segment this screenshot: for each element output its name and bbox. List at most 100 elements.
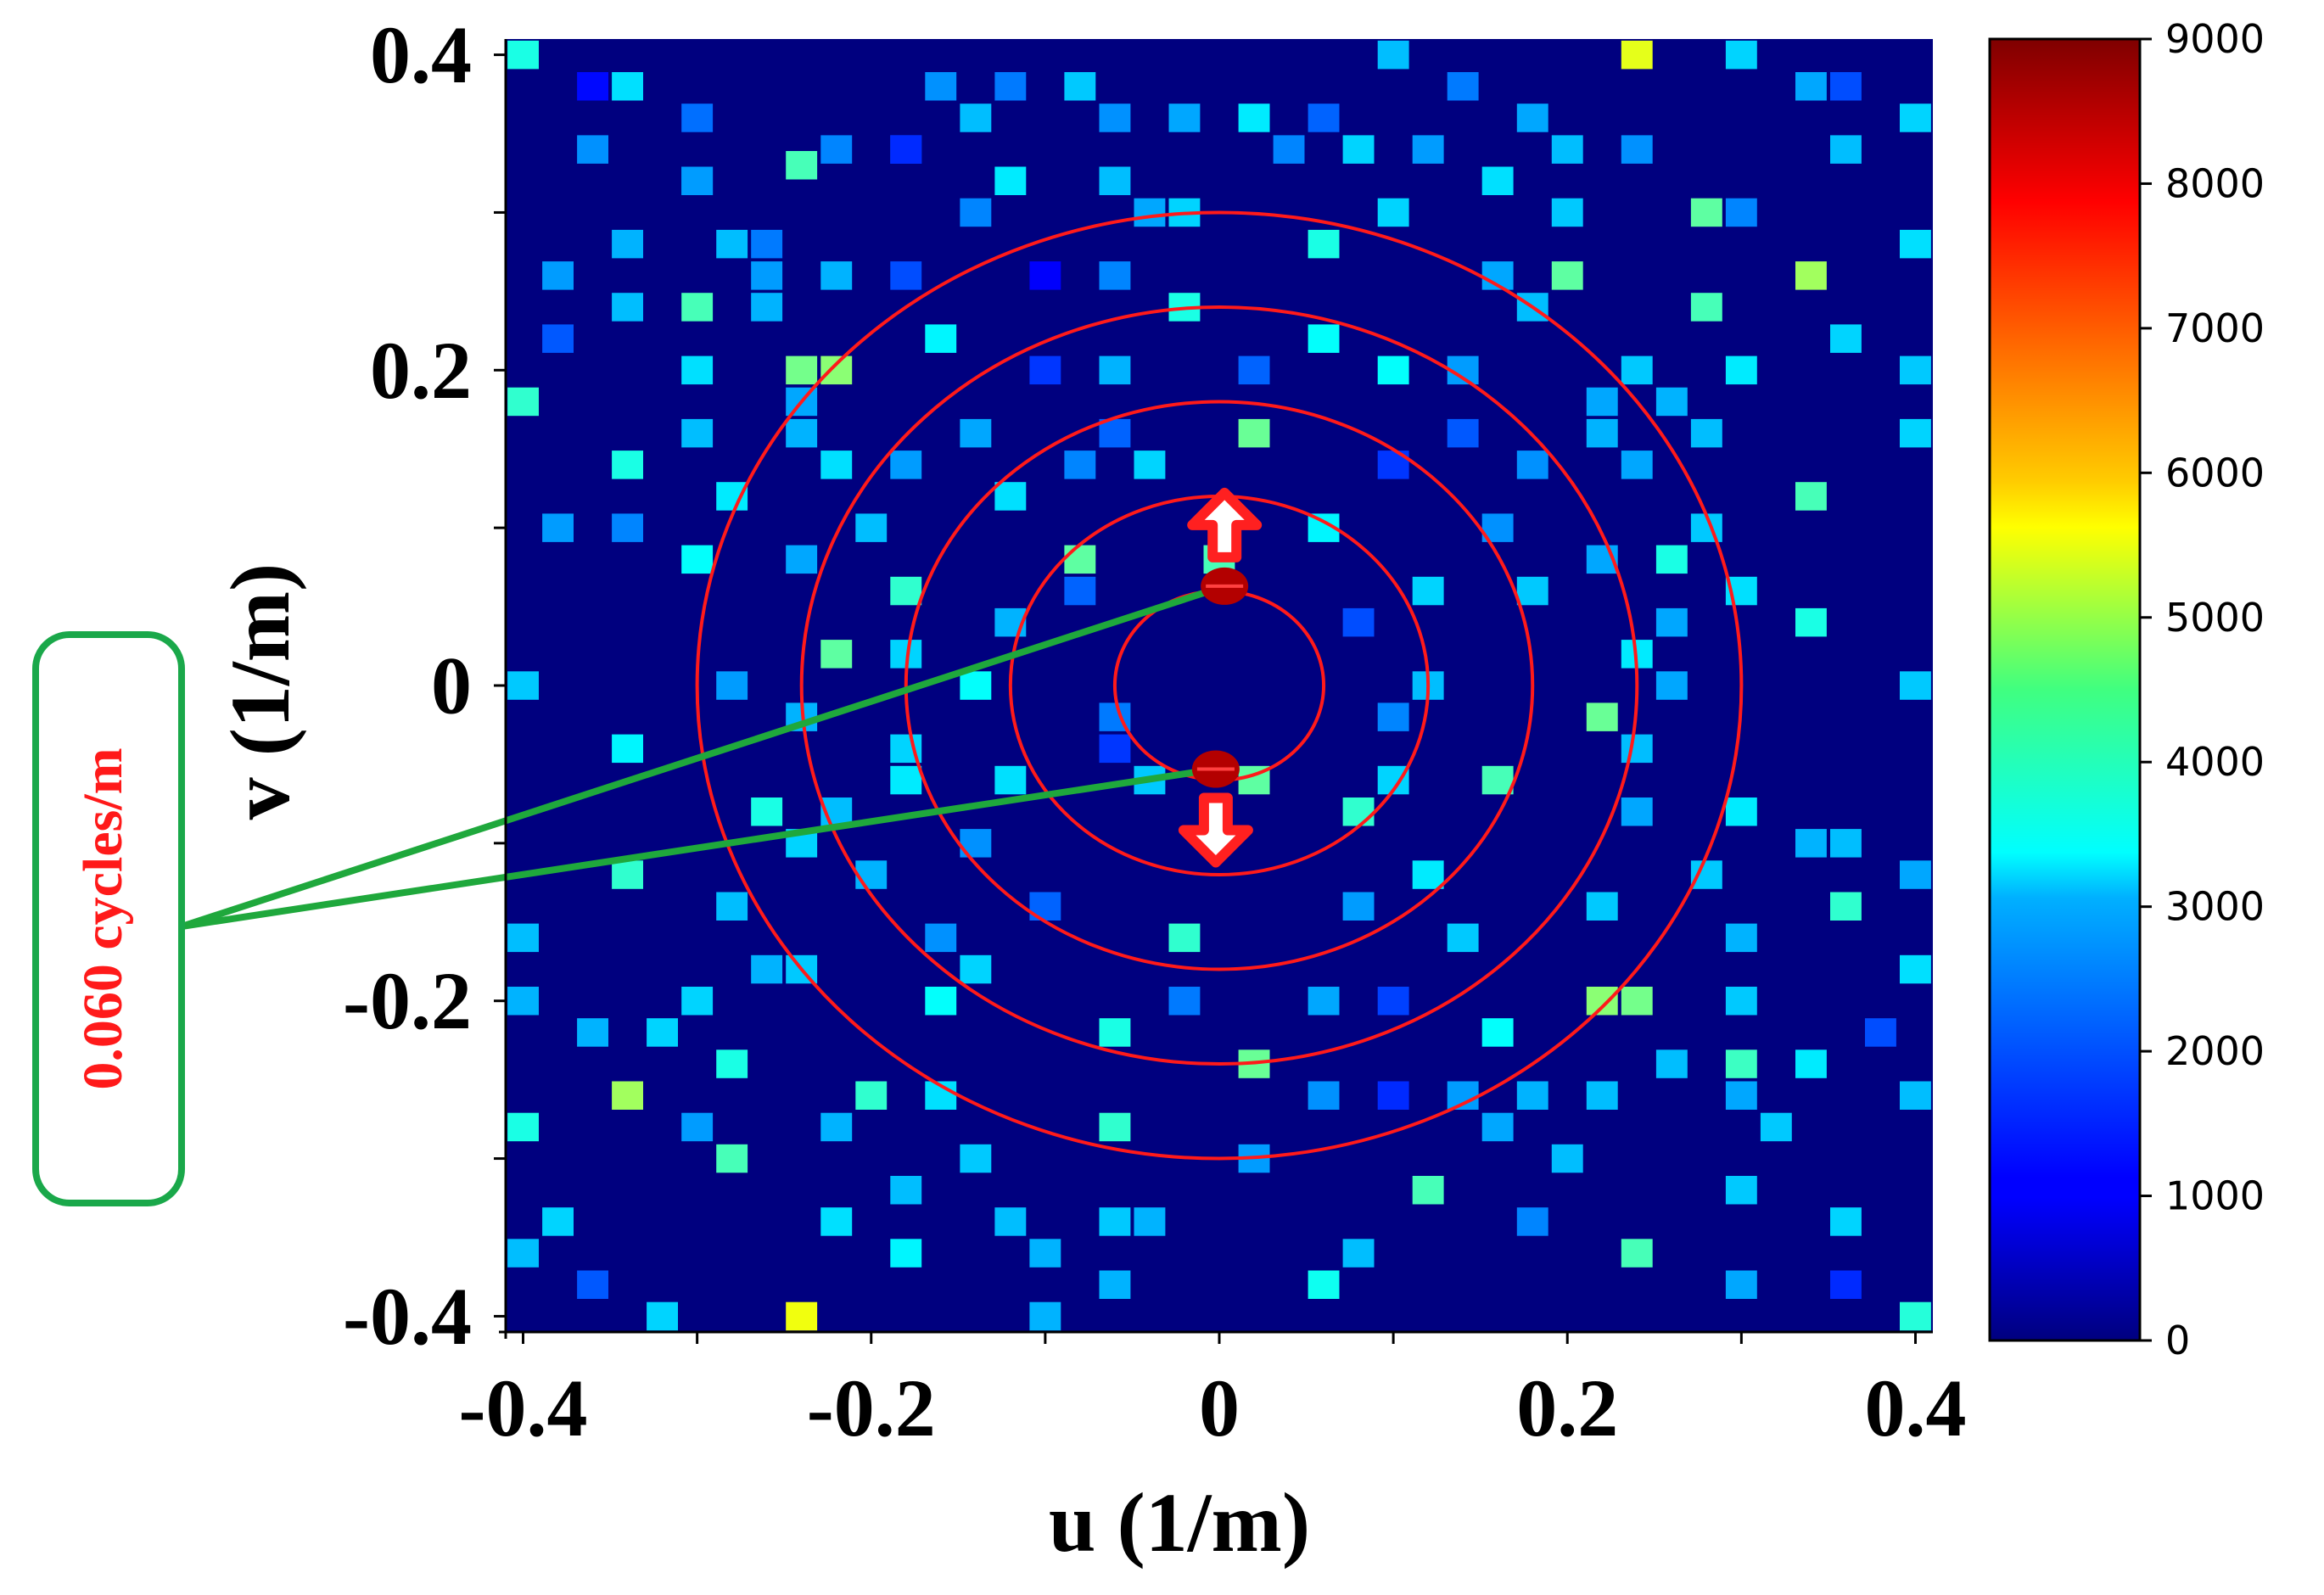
heatmap-cell [1342,892,1375,921]
y-tick-label: -0.2 [343,955,472,1046]
heatmap-cell [890,765,922,795]
heatmap-cell [1690,418,1722,448]
x-tick-label: 0.4 [1864,1363,1966,1453]
heatmap-cell [1516,576,1548,606]
heatmap-cell [542,261,574,290]
heatmap-cell [890,576,922,606]
heatmap-cell [1586,387,1618,417]
heatmap-cell [1865,1018,1896,1047]
heatmap-cell [1795,261,1827,290]
heatmap-cell [1516,451,1548,479]
heatmap-cell [507,1239,539,1268]
colorbar-tick-label: 7000 [2165,305,2265,351]
arrow-down-icon [1178,792,1253,868]
heatmap-cell [960,1144,992,1173]
annotation-line [181,765,1217,930]
heatmap-cell [1481,1112,1514,1142]
heatmap-cell [751,229,783,259]
colorbar-tick-label: 4000 [2165,739,2265,785]
heatmap-cell [751,261,783,290]
heatmap-cell [820,451,853,479]
heatmap-cell [960,954,992,984]
heatmap-cell [1621,987,1653,1016]
heatmap-cell [1725,798,1757,826]
heatmap-cell [612,451,643,479]
heatmap-cell [1377,40,1409,70]
heatmap-cell [1238,418,1270,448]
heatmap-cell [1099,104,1131,132]
heatmap-cell [1621,734,1653,764]
heatmap-cell [1029,261,1061,290]
heatmap-cell [1064,576,1096,606]
heatmap-cell [925,72,957,101]
heatmap-cell [612,72,643,101]
heatmap-cell [1830,324,1862,353]
heatmap-cell [1830,135,1862,164]
heatmap-cell [1238,355,1270,385]
axes: 0.4 0.2 0 -0.2 -0.4-0.4 -0.2 0 0.2 0.4 [343,9,1966,1453]
heatmap-cell [994,1207,1027,1236]
heatmap-cell [1308,987,1340,1016]
heatmap-cell [1795,72,1827,101]
colorbar: 0 1000 2000 3000 4000 5000 6000 7000 8000 9000 [1988,16,2265,1363]
heatmap-cell [612,860,643,889]
annotation-lines [180,583,1226,930]
x-tick-label: 0 [1199,1363,1240,1453]
heatmap-cell [1621,135,1653,164]
heatmap-cell [1238,104,1270,132]
heatmap-cell [1099,418,1131,448]
heatmap-cell [994,482,1027,511]
colorbar-tick-label: 0 [2165,1318,2190,1363]
heatmap-cell [542,1207,574,1236]
colorbar-tick-label: 9000 [2165,16,2265,62]
heatmap-cell [1064,545,1096,574]
heatmap-cell [1168,987,1201,1016]
heatmap-cell [507,923,539,953]
heatmap-cell [1551,135,1583,164]
heatmap-cell [716,1049,748,1078]
heatmap-cell [716,1144,748,1173]
annotation-line [180,583,1226,930]
heatmap-cell [925,923,957,953]
heatmap-cell [1621,40,1653,70]
heatmap-cell [1447,923,1479,953]
heatmap-cell [1900,1301,1931,1331]
heatmap-cell [1795,829,1827,858]
heatmap-cell [751,798,783,826]
heatmap-cell [1377,198,1409,227]
heatmap-cell [1377,987,1409,1016]
heatmap-cell [890,451,922,479]
heatmap-cell [507,987,539,1016]
heatmap-cell [960,418,992,448]
x-tick-label: 0.2 [1516,1363,1618,1453]
heatmap-cell [890,135,922,164]
heatmap-cell [890,1176,922,1205]
heatmap-cell [1412,135,1444,164]
heatmap-cell [681,104,714,132]
heatmap-cell [647,1301,678,1331]
heatmap-cell [786,418,818,448]
heatmap-cell [716,892,748,921]
y-tick-label: 0.2 [370,325,472,416]
x-tick-label: -0.2 [807,1363,936,1453]
heatmap-cell [960,104,992,132]
heatmap-cell [1342,607,1375,637]
colorbar-tick-label: 2000 [2165,1028,2265,1074]
heatmap-cell [1342,1239,1375,1268]
heatmap-cell [855,513,888,542]
heatmap-cell [855,1081,888,1110]
heatmap-cell [1830,892,1862,921]
heatmap-cell [820,355,853,385]
heatmap-cell [786,1301,818,1331]
heatmap-cell [1900,104,1931,132]
x-axis-label: u (1/m) [1049,1475,1310,1570]
heatmap-cell [960,671,992,700]
heatmap-cell [1690,198,1722,227]
heatmap-cell [786,545,818,574]
heatmap-cell [1342,135,1375,164]
heatmap-cell [681,1112,714,1142]
heatmap-cell [751,293,783,322]
heatmap-cell [1655,545,1688,574]
heatmap-cell [1725,923,1757,953]
